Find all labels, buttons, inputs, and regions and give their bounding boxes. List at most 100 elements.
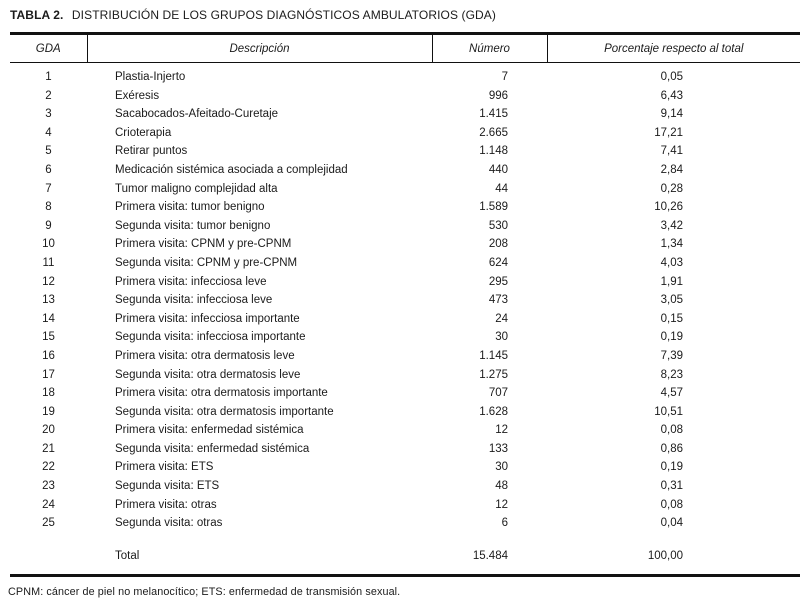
- col-header-descripcion: Descripción: [86, 33, 432, 63]
- cell-numero: 473: [488, 294, 508, 307]
- cell-descripcion: Segunda visita: tumor benigno: [115, 219, 271, 232]
- cell-gda: 22: [42, 461, 55, 474]
- cell-porcentaje: 3,05: [660, 294, 683, 307]
- total-empty-cell: [10, 533, 87, 576]
- cell-gda: 10: [42, 238, 55, 251]
- cell-gda: 13: [42, 294, 55, 307]
- cell-porcentaje: 1,91: [660, 275, 683, 288]
- table-row: 16 Primera visita: otra dermatosis leve …: [10, 347, 800, 366]
- table-row: 12 Primera visita: infecciosa leve 295 1…: [10, 273, 800, 292]
- cell-descripcion: Segunda visita: enfermedad sistémica: [115, 442, 310, 455]
- table-row: 13 Segunda visita: infecciosa leve 473 3…: [10, 291, 800, 310]
- cell-porcentaje: 0,08: [660, 498, 683, 511]
- table-row: 8 Primera visita: tumor benigno 1.589 10…: [10, 198, 800, 217]
- cell-porcentaje: 9,14: [660, 108, 683, 121]
- cell-porcentaje: 7,41: [660, 145, 683, 158]
- cell-gda: 14: [42, 312, 55, 325]
- cell-numero: 44: [495, 182, 508, 195]
- table-row: 25 Segunda visita: otras 6 0,04: [10, 514, 800, 533]
- table-row: 3 Sacabocados-Afeitado-Curetaje 1.415 9,…: [10, 105, 800, 124]
- cell-numero: 624: [488, 256, 508, 269]
- cell-descripcion: Exéresis: [115, 89, 160, 102]
- cell-descripcion: Primera visita: tumor benigno: [115, 201, 265, 214]
- cell-numero: 1.275: [479, 368, 508, 381]
- table-row: 22 Primera visita: ETS 30 0,19: [10, 458, 800, 477]
- total-row: Total 15.484 100,00: [10, 533, 800, 576]
- cell-gda: 18: [42, 387, 55, 400]
- cell-descripcion: Tumor maligno complejidad alta: [115, 182, 278, 195]
- cell-descripcion: Primera visita: enfermedad sistémica: [115, 424, 304, 437]
- table-row: 19 Segunda visita: otra dermatosis impor…: [10, 403, 800, 422]
- table-body: 1 Plastia-Injerto 7 0,05 2 Exéresis 996 …: [10, 63, 800, 533]
- cell-gda: 1: [45, 71, 52, 83]
- cell-numero: 30: [495, 331, 508, 344]
- cell-gda: 21: [42, 442, 55, 455]
- cell-descripcion: Crioterapia: [115, 126, 172, 139]
- cell-descripcion: Segunda visita: otra dermatosis importan…: [115, 405, 334, 418]
- table-row: 1 Plastia-Injerto 7 0,05: [10, 63, 800, 87]
- table-title: TABLA 2. DISTRIBUCIÓN DE LOS GRUPOS DIAG…: [10, 8, 800, 22]
- cell-porcentaje: 8,23: [660, 368, 683, 381]
- table-footer: Total 15.484 100,00: [10, 533, 800, 576]
- cell-gda: 24: [42, 498, 55, 511]
- header-row: GDA Descripción Número Porcentaje respec…: [10, 33, 800, 63]
- cell-porcentaje: 0,31: [660, 480, 683, 493]
- cell-numero: 530: [488, 219, 508, 232]
- cell-porcentaje: 0,04: [660, 517, 683, 530]
- cell-porcentaje: 0,08: [660, 424, 683, 437]
- table-row: 4 Crioterapia 2.665 17,21: [10, 124, 800, 143]
- table-row: 9 Segunda visita: tumor benigno 530 3,42: [10, 217, 800, 236]
- cell-numero: 2.665: [479, 126, 508, 139]
- cell-porcentaje: 0,15: [660, 312, 683, 325]
- gda-table: GDA Descripción Número Porcentaje respec…: [10, 32, 800, 578]
- cell-descripcion: Medicación sistémica asociada a compleji…: [115, 163, 348, 176]
- cell-numero: 7: [501, 71, 508, 83]
- cell-gda: 2: [45, 89, 52, 102]
- cell-porcentaje: 0,05: [660, 71, 683, 83]
- cell-porcentaje: 0,86: [660, 442, 683, 455]
- cell-descripcion: Segunda visita: CPNM y pre-CPNM: [115, 256, 298, 269]
- cell-descripcion: Retirar puntos: [115, 145, 188, 158]
- table-title-caption: DISTRIBUCIÓN DE LOS GRUPOS DIAGNÓSTICOS …: [71, 8, 496, 22]
- cell-numero: 996: [488, 89, 508, 102]
- cell-gda: 7: [45, 182, 52, 195]
- cell-numero: 24: [495, 312, 508, 325]
- cell-gda: 16: [42, 349, 55, 362]
- cell-descripcion: Primera visita: CPNM y pre-CPNM: [115, 238, 292, 251]
- table-row: 21 Segunda visita: enfermedad sistémica …: [10, 440, 800, 459]
- cell-descripcion: Segunda visita: infecciosa leve: [115, 294, 273, 307]
- cell-gda: 5: [45, 145, 52, 158]
- table-row: 6 Medicación sistémica asociada a comple…: [10, 161, 800, 180]
- cell-descripcion: Primera visita: infecciosa importante: [115, 312, 300, 325]
- cell-numero: 1.148: [479, 145, 508, 158]
- cell-porcentaje: 4,57: [660, 387, 683, 400]
- cell-porcentaje: 10,51: [654, 405, 683, 418]
- cell-numero: 30: [495, 461, 508, 474]
- cell-descripcion: Plastia-Injerto: [115, 71, 186, 83]
- total-label: Total: [115, 549, 140, 562]
- table-row: 7 Tumor maligno complejidad alta 44 0,28: [10, 180, 800, 199]
- footnote: CPNM: cáncer de piel no melanocítico; ET…: [8, 586, 401, 599]
- cell-gda: 23: [42, 480, 55, 493]
- table-row: 14 Primera visita: infecciosa importante…: [10, 310, 800, 329]
- cell-gda: 20: [42, 424, 55, 437]
- cell-numero: 12: [495, 424, 508, 437]
- cell-gda: 12: [42, 275, 55, 288]
- cell-numero: 1.589: [479, 201, 508, 214]
- cell-descripcion: Segunda visita: otras: [115, 517, 223, 530]
- cell-gda: 3: [45, 108, 52, 121]
- table-title-label: TABLA 2.: [10, 8, 64, 22]
- total-numero: 15.484: [472, 549, 508, 562]
- cell-gda: 19: [42, 405, 55, 418]
- cell-gda: 11: [42, 256, 55, 269]
- cell-gda: 25: [42, 517, 55, 530]
- cell-descripcion: Primera visita: otra dermatosis leve: [115, 349, 295, 362]
- cell-numero: 707: [488, 387, 508, 400]
- total-porcentaje: 100,00: [647, 549, 683, 562]
- col-header-gda: GDA: [10, 33, 87, 63]
- cell-porcentaje: 0,28: [660, 182, 683, 195]
- cell-gda: 6: [45, 163, 52, 176]
- table-row: 15 Segunda visita: infecciosa importante…: [10, 328, 800, 347]
- cell-descripcion: Primera visita: otra dermatosis importan…: [115, 387, 328, 400]
